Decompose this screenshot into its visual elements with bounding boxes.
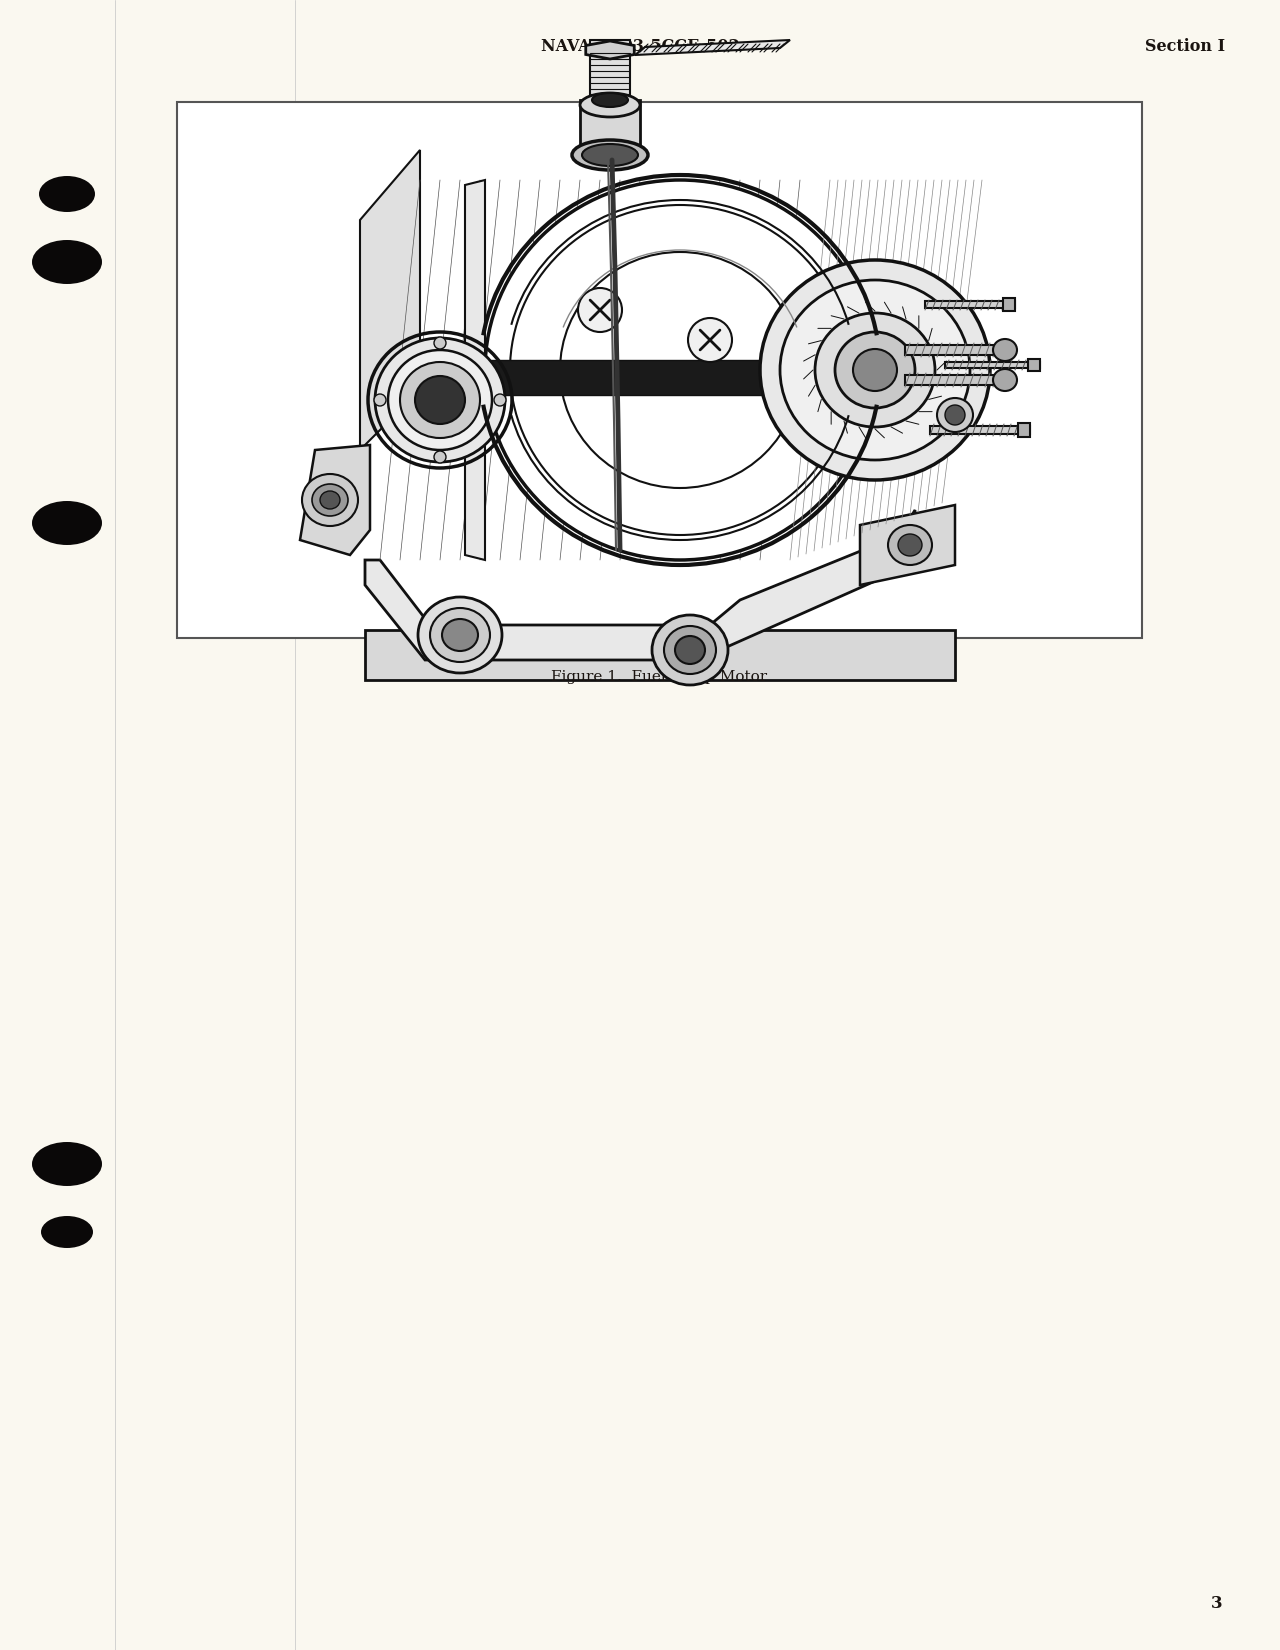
Ellipse shape (419, 597, 502, 673)
Ellipse shape (430, 607, 490, 662)
Bar (177, 102, 1142, 639)
Text: 3: 3 (1211, 1596, 1222, 1612)
Ellipse shape (780, 280, 970, 460)
Bar (905, 345, 1005, 355)
Ellipse shape (415, 376, 465, 424)
Ellipse shape (320, 492, 340, 508)
Ellipse shape (899, 535, 922, 556)
Ellipse shape (993, 370, 1018, 391)
Ellipse shape (32, 502, 102, 544)
Ellipse shape (32, 239, 102, 284)
Ellipse shape (945, 404, 965, 426)
Ellipse shape (494, 394, 506, 406)
Ellipse shape (434, 450, 445, 464)
Polygon shape (365, 510, 915, 660)
Polygon shape (485, 360, 876, 394)
Ellipse shape (374, 394, 387, 406)
Text: Figure 1.  Fuel Pump Motor: Figure 1. Fuel Pump Motor (552, 670, 768, 685)
Ellipse shape (561, 252, 800, 488)
Text: NAVAER 03-5CCE-502: NAVAER 03-5CCE-502 (540, 38, 740, 54)
Bar (1018, 422, 1030, 437)
Polygon shape (586, 41, 635, 59)
Ellipse shape (580, 92, 640, 117)
Ellipse shape (580, 144, 640, 167)
Ellipse shape (32, 1142, 102, 1186)
Bar (931, 426, 1030, 434)
Polygon shape (895, 315, 986, 399)
Bar (905, 375, 1005, 384)
Ellipse shape (302, 474, 358, 526)
Ellipse shape (760, 261, 989, 480)
Ellipse shape (852, 350, 897, 391)
Ellipse shape (509, 205, 850, 535)
Bar (1004, 299, 1015, 310)
Bar (580, 101, 640, 155)
Bar (925, 300, 1015, 309)
Ellipse shape (652, 615, 728, 685)
Ellipse shape (388, 350, 492, 450)
Ellipse shape (442, 619, 477, 652)
Ellipse shape (689, 318, 732, 361)
Ellipse shape (835, 332, 915, 408)
Bar (1028, 360, 1039, 371)
Polygon shape (300, 446, 370, 554)
Ellipse shape (434, 337, 445, 350)
Ellipse shape (579, 289, 622, 332)
Ellipse shape (312, 483, 348, 516)
Polygon shape (635, 40, 790, 54)
Text: Section I: Section I (1144, 38, 1225, 54)
Ellipse shape (38, 177, 95, 211)
Ellipse shape (591, 92, 628, 107)
Ellipse shape (664, 625, 716, 673)
Ellipse shape (937, 398, 973, 432)
Ellipse shape (675, 635, 705, 663)
Ellipse shape (399, 361, 480, 437)
Ellipse shape (582, 144, 637, 167)
Bar (590, 40, 630, 96)
Polygon shape (360, 150, 420, 450)
Bar (945, 361, 1039, 368)
Bar (365, 630, 955, 680)
Polygon shape (465, 180, 485, 559)
Ellipse shape (993, 338, 1018, 361)
Ellipse shape (485, 180, 876, 559)
Ellipse shape (888, 525, 932, 564)
Ellipse shape (815, 314, 934, 427)
Ellipse shape (375, 338, 506, 462)
Ellipse shape (572, 140, 648, 170)
Polygon shape (860, 505, 955, 586)
Ellipse shape (41, 1216, 93, 1247)
